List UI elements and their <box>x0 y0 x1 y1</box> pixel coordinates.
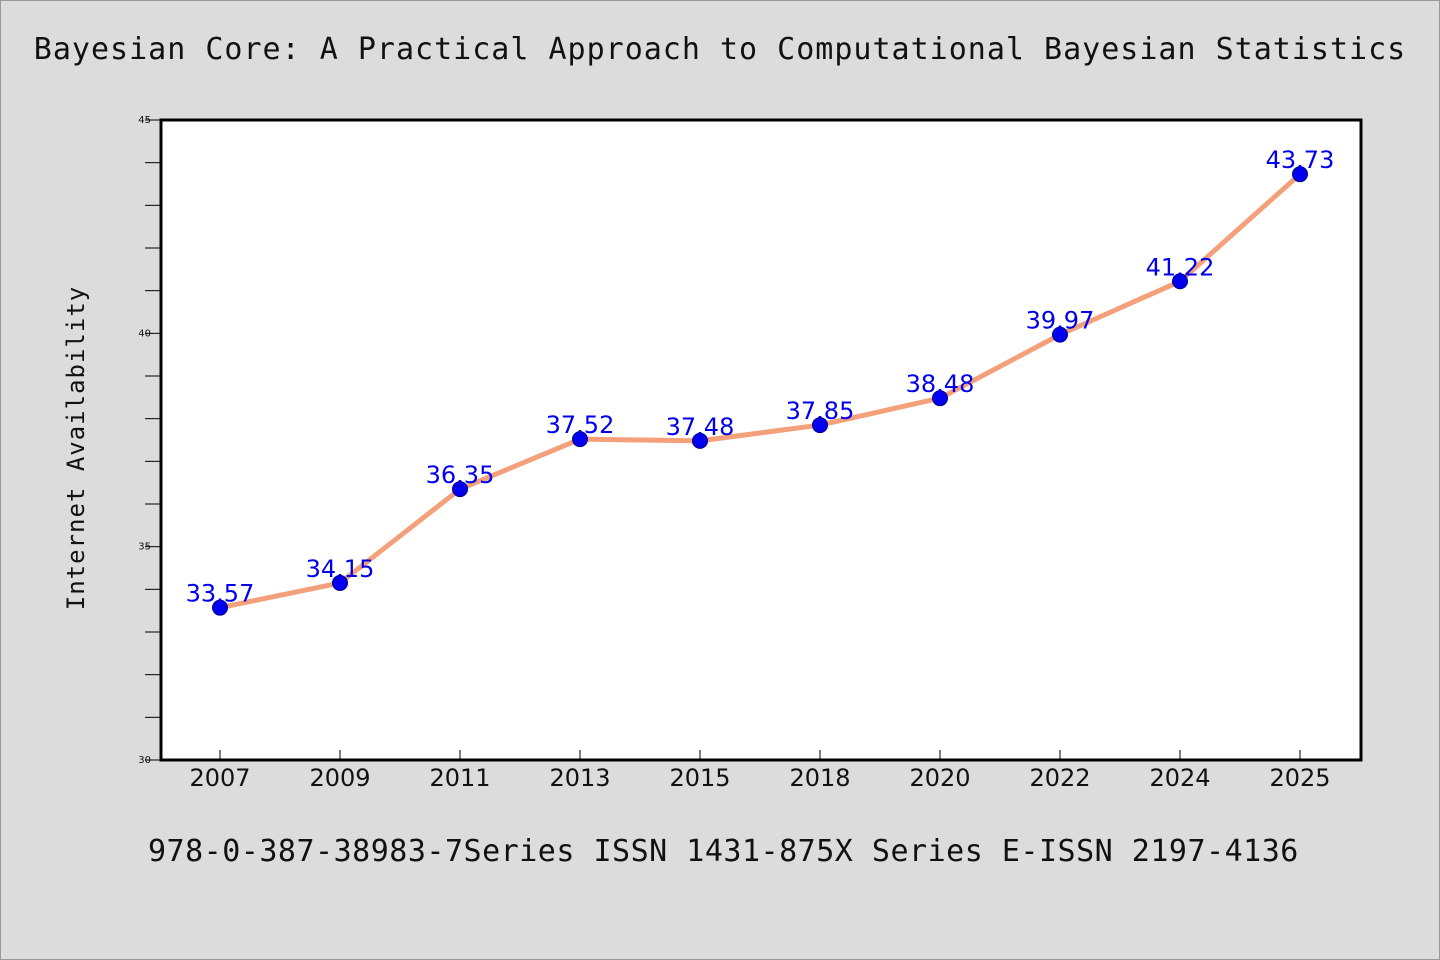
data-label: 34.15 <box>306 555 375 583</box>
data-labels: 33.57 34.15 36.35 37.52 37.48 37.85 38.48 39.97… <box>186 146 1335 607</box>
data-label: 37.48 <box>666 413 735 441</box>
y-tick-label: 45 <box>138 115 151 126</box>
data-point <box>812 417 828 434</box>
series-line-group <box>217 171 1303 611</box>
x-tick-label: 2009 <box>309 764 370 792</box>
data-label: 33.57 <box>186 580 255 608</box>
data-point <box>1292 166 1308 183</box>
y-tick-label: 30 <box>138 755 151 766</box>
data-label: 38.48 <box>906 370 975 398</box>
data-label: 43.73 <box>1266 146 1335 174</box>
data-label: 37.52 <box>546 411 615 439</box>
x-tick-label: 2025 <box>1269 764 1330 792</box>
y-tick-label: 35 <box>138 542 151 553</box>
data-point <box>332 574 348 591</box>
data-point <box>1052 326 1068 343</box>
data-label: 39.97 <box>1026 307 1095 335</box>
y-axis-ticks: 30 35 40 45 <box>138 115 161 766</box>
x-tick-label: 2011 <box>429 764 490 792</box>
data-label: 37.85 <box>786 397 855 425</box>
data-point <box>572 431 588 448</box>
data-point <box>212 599 228 616</box>
series-line <box>217 171 1303 611</box>
x-tick-label: 2013 <box>549 764 610 792</box>
plot-area <box>159 118 1363 762</box>
chart-title: Bayesian Core: A Practical Approach to C… <box>33 32 1407 67</box>
x-tick-label: 2022 <box>1029 764 1090 792</box>
x-tick-label: 2007 <box>189 764 250 792</box>
x-tick-label: 2015 <box>669 764 730 792</box>
data-markers <box>212 166 1308 616</box>
data-label: 41.22 <box>1146 253 1215 281</box>
isbn-issn-footer: 978-0-387-38983-7Series ISSN 1431-875X S… <box>148 834 1299 869</box>
data-label: 36.35 <box>426 461 495 489</box>
data-point <box>692 432 708 449</box>
data-point <box>452 481 468 498</box>
x-tick-label: 2018 <box>789 764 850 792</box>
data-point <box>1172 273 1188 290</box>
y-tick-label: 40 <box>138 328 151 339</box>
x-axis-ticks: 2007 2009 2011 2013 2015 2018 2020 2022 2024 2025 <box>189 750 1331 792</box>
x-tick-label: 2024 <box>1149 764 1210 792</box>
data-point <box>932 390 948 407</box>
x-tick-label: 2020 <box>909 764 970 792</box>
